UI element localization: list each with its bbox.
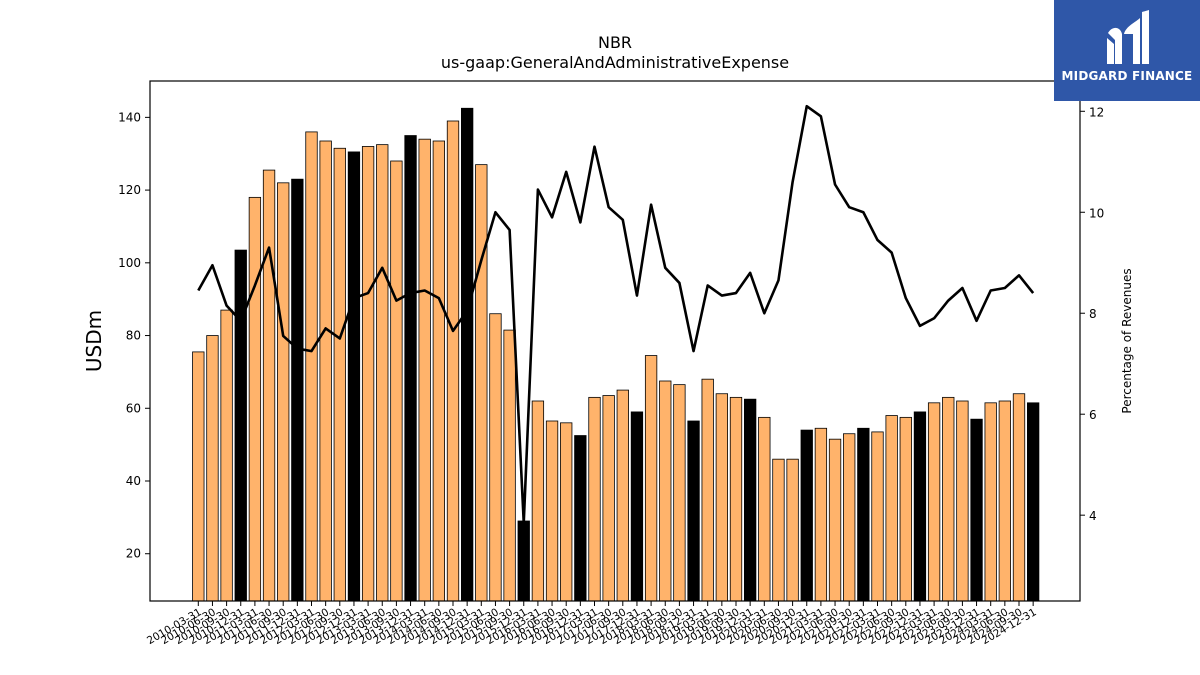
bar-2011-03-31 bbox=[248, 196, 262, 602]
bar-2023-12-31 bbox=[970, 418, 983, 602]
bar-2011-06-30 bbox=[262, 169, 276, 602]
bar-2024-06-30 bbox=[998, 400, 1011, 602]
bar-2020-12-31 bbox=[800, 429, 813, 602]
bar-2010-03-31 bbox=[192, 351, 205, 602]
bar-2020-06-30 bbox=[772, 458, 785, 602]
bar-2013-03-31 bbox=[361, 146, 375, 602]
bar-2016-09-30 bbox=[560, 422, 573, 602]
bar-2016-03-31 bbox=[531, 400, 545, 602]
y2-tick-label: 8 bbox=[1089, 307, 1097, 321]
bar-2011-09-30 bbox=[277, 182, 290, 602]
bar-2021-12-31 bbox=[857, 427, 870, 602]
bar-2017-06-30 bbox=[602, 395, 615, 602]
bar-2022-06-30 bbox=[885, 415, 898, 602]
bar-2023-03-31 bbox=[927, 402, 941, 602]
bar-2012-12-31 bbox=[347, 151, 361, 602]
y2-axis-label: Percentage of Revenues bbox=[1120, 268, 1134, 413]
bar-2022-12-31 bbox=[913, 411, 927, 602]
bar-2021-09-30 bbox=[843, 433, 856, 602]
y2-tick-label: 6 bbox=[1089, 408, 1097, 422]
bar-2010-12-31 bbox=[234, 249, 247, 602]
bar-2015-06-30 bbox=[489, 313, 502, 602]
bar-2024-12-31 bbox=[1027, 402, 1040, 602]
y2-tick-label: 4 bbox=[1089, 509, 1097, 523]
chart-subtitle: us-gaap:GeneralAndAdministrativeExpense bbox=[441, 53, 789, 72]
bar-2018-12-31 bbox=[687, 420, 700, 602]
midgard-m-logo-icon bbox=[1107, 10, 1149, 65]
bar-2017-03-31 bbox=[588, 396, 601, 602]
bar-2011-12-31 bbox=[291, 178, 304, 602]
bar-2015-09-30 bbox=[503, 329, 516, 602]
y-axis-label: USDm bbox=[82, 310, 106, 372]
axes: 2040608010012014046810122010-03-312010-0… bbox=[118, 80, 1104, 647]
bar-2014-06-30 bbox=[432, 140, 446, 602]
bar-2014-12-31 bbox=[460, 107, 474, 602]
bar-2015-12-31 bbox=[517, 520, 530, 602]
brand-logo: MIDGARD FINANCE bbox=[1054, 0, 1200, 101]
chart-title: NBR bbox=[598, 33, 632, 52]
bar-2021-03-31 bbox=[814, 427, 828, 602]
bar-2022-03-31 bbox=[871, 431, 884, 602]
y-tick-label: 60 bbox=[126, 401, 141, 415]
bar-2023-09-30 bbox=[956, 400, 969, 602]
bar-2020-09-30 bbox=[786, 458, 799, 602]
brand-name: MIDGARD FINANCE bbox=[1061, 69, 1193, 83]
bar-series bbox=[192, 107, 1040, 602]
bar-2015-03-31 bbox=[475, 164, 488, 602]
y-tick-label: 20 bbox=[126, 547, 141, 561]
bar-2024-03-31 bbox=[984, 402, 997, 602]
y2-tick-label: 10 bbox=[1089, 206, 1104, 220]
bar-2014-09-30 bbox=[446, 120, 460, 602]
y-tick-label: 80 bbox=[126, 329, 141, 343]
bar-2020-03-31 bbox=[758, 416, 771, 602]
bar-2022-09-30 bbox=[899, 416, 912, 602]
y-tick-label: 40 bbox=[126, 474, 141, 488]
bar-2014-03-31 bbox=[418, 138, 431, 602]
plot-frame bbox=[149, 80, 1081, 602]
percentage-line bbox=[197, 104, 1035, 525]
bar-2010-09-30 bbox=[220, 309, 233, 602]
bar-2017-09-30 bbox=[616, 389, 629, 602]
bar-2024-09-30 bbox=[1012, 393, 1026, 602]
bar-2013-12-31 bbox=[404, 135, 417, 602]
bar-2019-09-30 bbox=[729, 396, 743, 602]
bar-2012-09-30 bbox=[333, 147, 346, 602]
y-tick-label: 120 bbox=[118, 183, 141, 197]
bar-2018-06-30 bbox=[659, 380, 672, 602]
bar-2021-06-30 bbox=[828, 438, 842, 602]
bar-2012-03-31 bbox=[305, 131, 318, 602]
bar-2018-03-31 bbox=[644, 355, 658, 602]
line-series bbox=[197, 104, 1035, 525]
bar-2018-09-30 bbox=[673, 384, 686, 602]
bar-2019-12-31 bbox=[744, 398, 757, 602]
bar-2019-06-30 bbox=[715, 393, 728, 602]
bar-2013-09-30 bbox=[390, 160, 403, 602]
bar-2012-06-30 bbox=[319, 140, 332, 602]
bar-2017-12-31 bbox=[630, 411, 644, 602]
y-tick-label: 100 bbox=[118, 256, 141, 270]
bar-2016-12-31 bbox=[574, 435, 587, 602]
y-tick-label: 140 bbox=[118, 110, 141, 124]
bar-2010-06-30 bbox=[206, 335, 219, 602]
bar-2016-06-30 bbox=[545, 420, 559, 602]
bar-2023-06-30 bbox=[942, 396, 955, 602]
y2-tick-label: 12 bbox=[1089, 105, 1104, 119]
bar-2013-06-30 bbox=[376, 144, 389, 602]
bar-2019-03-31 bbox=[701, 378, 714, 602]
